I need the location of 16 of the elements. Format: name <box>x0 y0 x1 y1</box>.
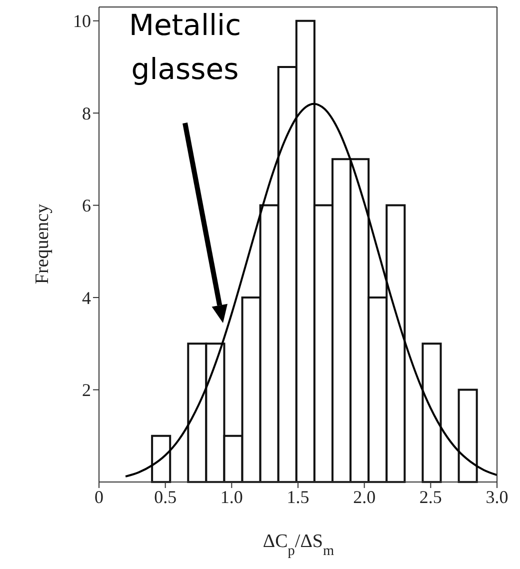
line-series <box>124 102 497 478</box>
x-tick-label: 1.5 <box>286 486 310 507</box>
x-tick-label: 0.5 <box>154 486 177 507</box>
x-tick-label: 2.5 <box>419 486 442 507</box>
x-tick-label: 3.0 <box>486 486 508 507</box>
x-tick-label: 0 <box>94 486 104 507</box>
y-axis-title: Frequency <box>32 203 53 284</box>
y-tick-label: 10 <box>73 11 91 32</box>
y-tick-label: 8 <box>82 103 91 124</box>
y-tick-label: 2 <box>82 380 91 400</box>
x-tick-label: 2.0 <box>353 486 376 507</box>
annotation: Metallic glasses <box>128 7 242 88</box>
y-tick-label: 6 <box>82 196 91 216</box>
x-axis-title: ΔC$_{p}$/ΔS$_{m}$ <box>262 531 334 559</box>
x-tick-label: 1.0 <box>220 486 243 507</box>
y-tick-label: 4 <box>82 288 91 308</box>
